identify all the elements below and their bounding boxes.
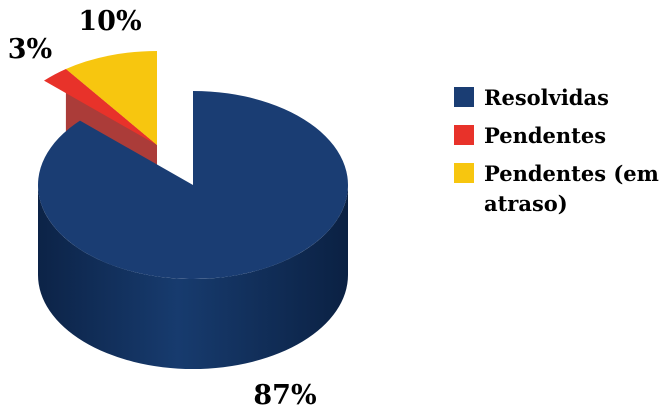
- legend-label: Resolvidas: [484, 85, 609, 110]
- pie-slice-pendentes-em-atraso: [65, 51, 157, 145]
- legend-label: Pendentes: [484, 123, 607, 148]
- data-label: 3%: [8, 34, 52, 65]
- legend-swatch: [454, 163, 474, 183]
- pie-slice-resolvidas: [37, 91, 348, 369]
- legend-item: Resolvidas: [454, 83, 659, 113]
- legend-item: Pendentes (em atraso): [454, 159, 659, 219]
- legend-swatch: [454, 125, 474, 145]
- legend-item: Pendentes: [454, 121, 659, 151]
- data-label: 10%: [78, 6, 141, 37]
- legend-swatch: [454, 87, 474, 107]
- data-label: 87%: [253, 380, 316, 411]
- legend: Resolvidas Pendentes Pendentes (em atras…: [454, 83, 659, 227]
- legend-label: Pendentes (em atraso): [484, 161, 659, 216]
